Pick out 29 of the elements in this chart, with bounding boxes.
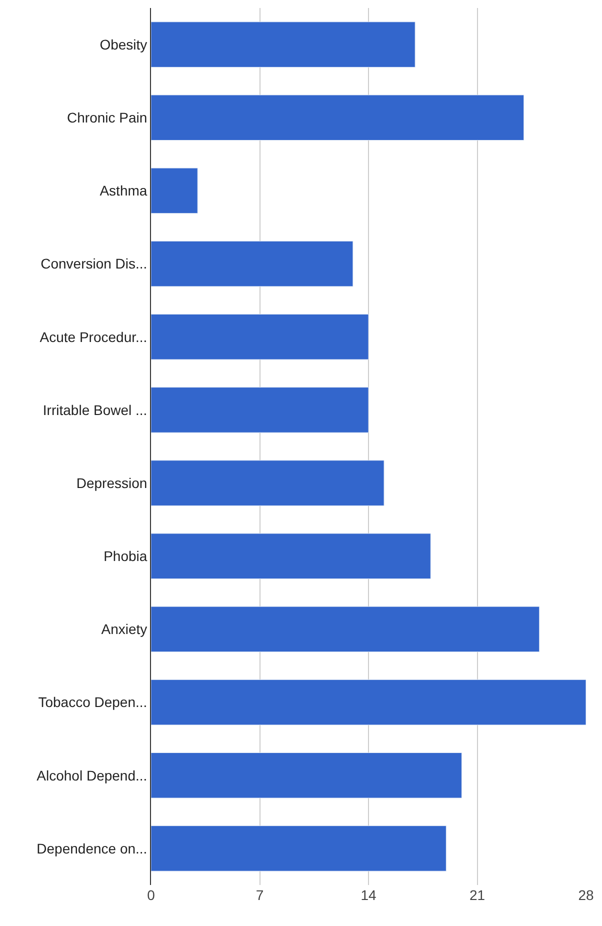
bar xyxy=(151,460,384,506)
bar xyxy=(151,826,446,872)
bar xyxy=(151,606,540,652)
y-tick-label: Conversion Dis... xyxy=(40,256,148,272)
x-tick-label: 21 xyxy=(469,887,486,903)
x-tick-label: 0 xyxy=(147,887,156,903)
y-tick-label: Anxiety xyxy=(101,621,148,638)
x-tick-label: 7 xyxy=(256,887,264,903)
y-tick-label: Obesity xyxy=(100,36,148,52)
y-tick-label: Alcohol Depend... xyxy=(36,767,148,784)
y-tick-label: Tobacco Depen... xyxy=(38,694,148,710)
bar xyxy=(151,752,462,798)
y-tick-label: Asthma xyxy=(100,182,148,199)
y-tick-label: Irritable Bowel ... xyxy=(42,402,148,418)
x-tick-label: 28 xyxy=(578,887,594,903)
y-tick-label: Acute Procedur... xyxy=(40,328,148,345)
bar xyxy=(151,168,198,214)
bar xyxy=(151,22,416,68)
bar xyxy=(151,314,369,360)
bar xyxy=(151,387,369,433)
bar xyxy=(151,679,586,726)
bar xyxy=(151,94,524,141)
y-tick-label: Phobia xyxy=(104,548,148,564)
y-tick-label: Depression xyxy=(76,474,148,491)
bar xyxy=(151,240,354,287)
bar xyxy=(151,533,431,580)
x-tick-label: 14 xyxy=(360,887,376,903)
y-tick-label: Chronic Pain xyxy=(67,110,148,126)
y-tick-label: Dependence on... xyxy=(36,840,148,856)
